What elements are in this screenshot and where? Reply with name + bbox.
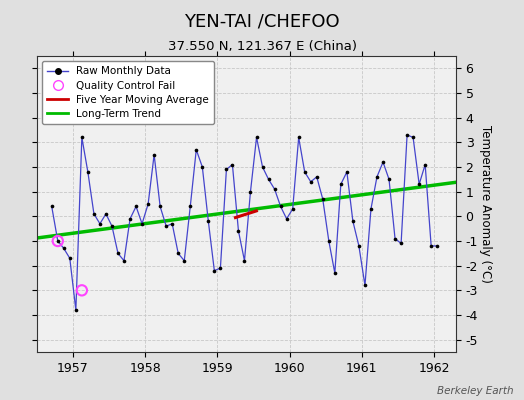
Point: [312, 174, 321, 180]
Point: [48, 203, 56, 210]
Point: [397, 240, 405, 247]
Point: [277, 203, 285, 210]
Point: [198, 164, 206, 170]
Point: [108, 223, 116, 230]
Point: [331, 270, 339, 276]
Point: [348, 218, 357, 224]
Point: [433, 243, 441, 249]
Point: [289, 206, 297, 212]
Point: [355, 243, 363, 249]
Point: [241, 258, 249, 264]
Point: [373, 174, 381, 180]
Point: [204, 218, 213, 224]
Point: [264, 176, 272, 182]
Point: [168, 220, 177, 227]
Text: Berkeley Earth: Berkeley Earth: [437, 386, 514, 396]
Point: [222, 166, 231, 173]
Point: [114, 250, 122, 256]
Point: [144, 201, 152, 207]
Point: [96, 220, 104, 227]
Point: [294, 134, 303, 140]
Point: [415, 181, 423, 188]
Point: [307, 178, 315, 185]
Point: [192, 146, 201, 153]
Point: [156, 203, 165, 210]
Point: [427, 243, 435, 249]
Point: [234, 228, 243, 234]
Point: [60, 245, 68, 252]
Point: [138, 220, 146, 227]
Point: [174, 250, 182, 256]
Point: [246, 188, 255, 195]
Point: [78, 134, 86, 140]
Point: [162, 223, 170, 230]
Point: [84, 169, 92, 175]
Point: [361, 282, 369, 289]
Point: [180, 258, 189, 264]
Point: [391, 235, 399, 242]
Point: [53, 238, 62, 244]
Point: [78, 287, 86, 294]
Text: 37.550 N, 121.367 E (China): 37.550 N, 121.367 E (China): [168, 40, 356, 53]
Point: [120, 258, 128, 264]
Point: [336, 181, 345, 188]
Point: [186, 203, 194, 210]
Point: [102, 211, 110, 217]
Point: [90, 211, 98, 217]
Point: [343, 169, 351, 175]
Point: [150, 152, 158, 158]
Point: [319, 196, 327, 202]
Point: [367, 206, 375, 212]
Point: [379, 159, 387, 165]
Legend: Raw Monthly Data, Quality Control Fail, Five Year Moving Average, Long-Term Tren: Raw Monthly Data, Quality Control Fail, …: [42, 61, 214, 124]
Point: [72, 307, 80, 313]
Text: YEN-TAI /CHEFOO: YEN-TAI /CHEFOO: [184, 12, 340, 30]
Point: [325, 238, 333, 244]
Point: [126, 216, 134, 222]
Point: [403, 132, 411, 138]
Point: [385, 176, 393, 182]
Point: [421, 161, 429, 168]
Point: [228, 161, 237, 168]
Point: [66, 255, 74, 262]
Point: [258, 164, 267, 170]
Point: [132, 203, 140, 210]
Point: [210, 268, 219, 274]
Point: [253, 134, 261, 140]
Point: [53, 238, 62, 244]
Point: [270, 186, 279, 192]
Point: [300, 169, 309, 175]
Point: [216, 265, 225, 271]
Point: [282, 216, 291, 222]
Point: [409, 134, 417, 140]
Y-axis label: Temperature Anomaly (°C): Temperature Anomaly (°C): [479, 125, 492, 283]
